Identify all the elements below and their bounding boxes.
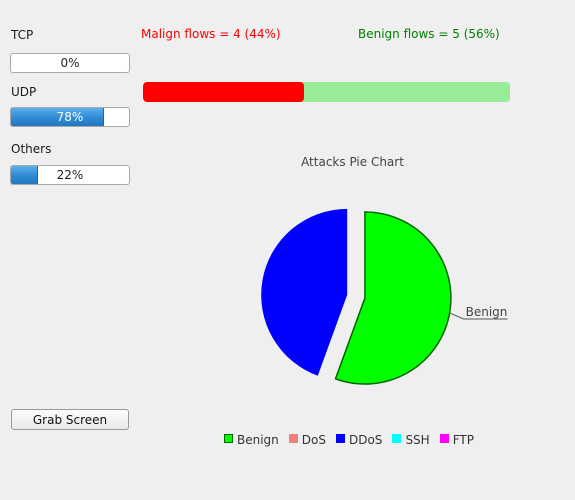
flow-ratio-bar bbox=[143, 82, 510, 102]
legend-label-benign: Benign bbox=[237, 433, 279, 447]
legend-label-dos: DoS bbox=[301, 433, 326, 447]
others-progress-bar: 22% bbox=[10, 165, 130, 185]
legend-item-ddos: DDoS bbox=[335, 433, 383, 447]
pie-slice-benign bbox=[334, 211, 452, 385]
benign-flows-text: Benign flows = 5 (56%) bbox=[358, 27, 500, 41]
chart-title: Attacks Pie Chart bbox=[301, 155, 404, 169]
pie-label-leader-benign bbox=[449, 312, 508, 320]
udp-progress-text: 78% bbox=[56, 110, 84, 124]
legend-swatch-ssh bbox=[392, 434, 402, 443]
udp-progress-fill bbox=[11, 108, 105, 126]
legend-item-dos: DoS bbox=[288, 433, 326, 447]
legend-item-ftp: FTP bbox=[439, 433, 474, 447]
tcp-progress-bar: 0% bbox=[10, 53, 130, 73]
chart-legend: Benign DoS DDoS SSH FTP bbox=[224, 433, 484, 447]
others-progress-fill bbox=[11, 166, 38, 184]
others-progress-text: 22% bbox=[56, 168, 84, 182]
grab-screen-button[interactable]: Grab Screen bbox=[11, 409, 129, 430]
legend-swatch-ftp bbox=[439, 434, 449, 443]
legend-swatch-dos bbox=[288, 434, 298, 443]
legend-label-ddos: DDoS bbox=[348, 433, 383, 447]
others-label: Others bbox=[11, 142, 52, 156]
pie-label-benign: Benign bbox=[466, 305, 508, 319]
legend-swatch-benign bbox=[224, 434, 233, 443]
malign-flows-text: Malign flows = 4 (44%) bbox=[141, 27, 281, 41]
legend-label-ftp: FTP bbox=[452, 433, 474, 447]
legend-item-benign: Benign bbox=[224, 433, 279, 447]
legend-label-ssh: SSH bbox=[405, 433, 430, 447]
malign-ratio-segment bbox=[143, 82, 304, 102]
udp-progress-bar: 78% bbox=[10, 107, 130, 127]
tcp-progress-text: 0% bbox=[60, 56, 80, 70]
legend-swatch-ddos bbox=[335, 434, 345, 443]
pie-slice-ddos bbox=[261, 208, 348, 376]
tcp-label: TCP bbox=[11, 28, 34, 42]
udp-label: UDP bbox=[11, 85, 37, 99]
legend-item-ssh: SSH bbox=[392, 433, 430, 447]
